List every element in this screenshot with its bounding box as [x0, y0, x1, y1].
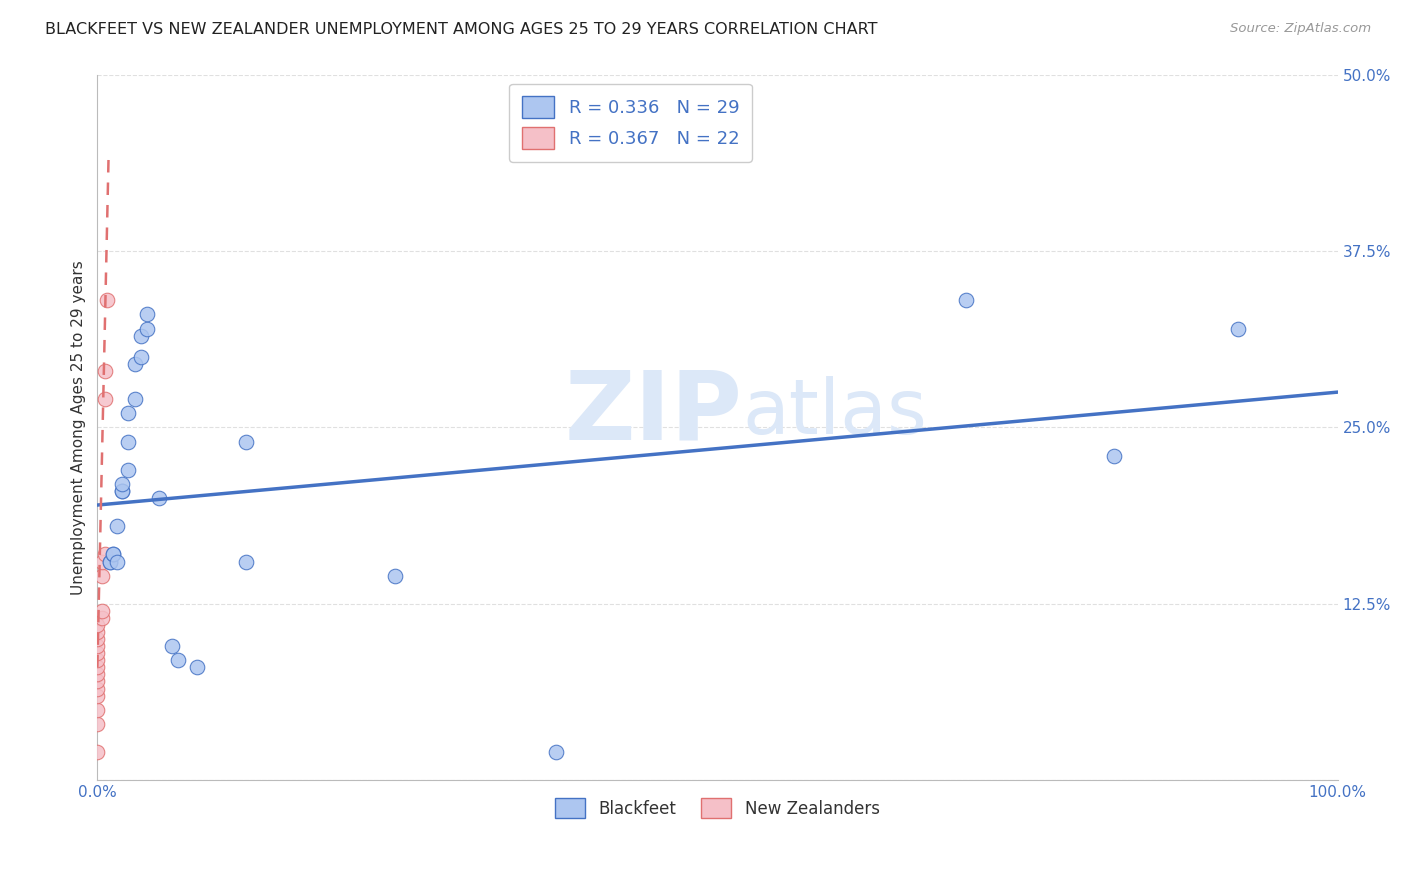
Point [86, 681, 108, 696]
Point [96, 293, 118, 308]
Point [129, 350, 152, 364]
Text: ZIP: ZIP [564, 367, 742, 459]
Point [91, 568, 114, 582]
Point [105, 554, 128, 568]
Point [1104, 449, 1126, 463]
Point [129, 328, 152, 343]
Point [91, 604, 114, 618]
Point [86, 625, 108, 640]
Point [955, 293, 977, 308]
Point [167, 653, 190, 667]
Point [86, 618, 108, 632]
Point [136, 308, 159, 322]
Point [94, 548, 117, 562]
Point [124, 392, 146, 407]
Point [117, 406, 139, 420]
Text: Source: ZipAtlas.com: Source: ZipAtlas.com [1230, 22, 1371, 36]
Point [160, 639, 183, 653]
Point [111, 483, 134, 498]
Point [86, 667, 108, 681]
Point [98, 554, 121, 568]
Point [235, 434, 257, 449]
Point [111, 483, 134, 498]
Point [124, 357, 146, 371]
Point [111, 476, 134, 491]
Point [98, 554, 121, 568]
Point [94, 392, 117, 407]
Point [86, 639, 108, 653]
Point [86, 745, 108, 759]
Point [103, 548, 125, 562]
Point [117, 463, 139, 477]
Point [136, 321, 159, 335]
Point [384, 568, 406, 582]
Point [86, 716, 108, 731]
Point [148, 491, 170, 505]
Point [91, 554, 114, 568]
Point [235, 554, 257, 568]
Point [117, 434, 139, 449]
Point [86, 660, 108, 674]
Legend: Blackfeet, New Zealanders: Blackfeet, New Zealanders [548, 791, 886, 825]
Point [103, 548, 125, 562]
Point [86, 653, 108, 667]
Point [94, 364, 117, 378]
Text: atlas: atlas [742, 376, 927, 450]
Point [86, 646, 108, 660]
Point [86, 703, 108, 717]
Point [105, 519, 128, 533]
Point [546, 745, 568, 759]
Point [186, 660, 208, 674]
Point [86, 632, 108, 647]
Text: BLACKFEET VS NEW ZEALANDER UNEMPLOYMENT AMONG AGES 25 TO 29 YEARS CORRELATION CH: BLACKFEET VS NEW ZEALANDER UNEMPLOYMENT … [45, 22, 877, 37]
Y-axis label: Unemployment Among Ages 25 to 29 years: Unemployment Among Ages 25 to 29 years [72, 260, 86, 595]
Point [86, 689, 108, 703]
Point [91, 611, 114, 625]
Point [86, 674, 108, 689]
Point [1227, 321, 1250, 335]
